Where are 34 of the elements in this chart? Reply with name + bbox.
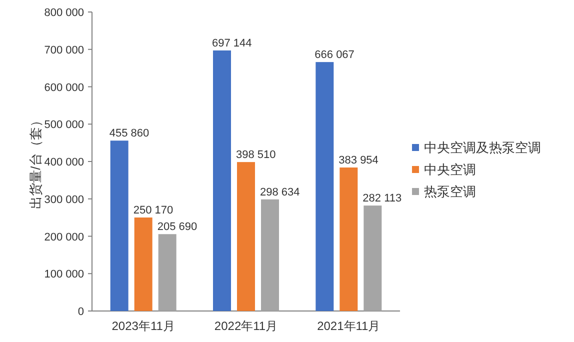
bar	[158, 234, 176, 311]
data-label: 282 113	[362, 192, 402, 205]
data-label: 697 144	[212, 37, 252, 50]
x-tick-label: 2023年11月	[112, 319, 175, 333]
data-label: 383 954	[338, 154, 378, 166]
x-tick-label: 2022年11月	[214, 319, 278, 333]
bar	[340, 167, 358, 311]
data-label: 205 690	[157, 221, 198, 234]
y-tick-label: 100 000	[44, 268, 84, 281]
y-tick-label: 400 000	[44, 156, 84, 168]
bar	[316, 62, 334, 311]
y-tick-label: 0	[78, 306, 84, 318]
legend-label: 中央空调	[424, 162, 476, 177]
y-tick-label: 200 000	[44, 231, 84, 244]
y-tick-label: 300 000	[44, 194, 84, 206]
bar	[110, 140, 128, 311]
x-tick-label: 2021年11月	[317, 319, 380, 333]
bar	[213, 50, 231, 311]
data-label: 666 067	[314, 49, 354, 62]
bar	[134, 218, 152, 311]
bar	[261, 199, 279, 311]
bar	[364, 206, 382, 311]
y-tick-label: 800 000	[44, 7, 84, 19]
data-label: 398 510	[236, 149, 276, 162]
y-axis-title: 出货量/台（套）	[28, 114, 43, 209]
legend-label: 热泵空调	[424, 184, 476, 199]
bar	[237, 162, 255, 311]
legend-label: 中央空调及热泵空调	[424, 140, 541, 155]
y-tick-label: 600 000	[44, 82, 84, 94]
data-label: 298 634	[260, 186, 300, 198]
data-label: 250 170	[133, 204, 174, 216]
data-label: 455 860	[109, 128, 150, 140]
y-tick-label: 700 000	[44, 44, 84, 56]
y-tick-label: 500 000	[44, 119, 84, 132]
